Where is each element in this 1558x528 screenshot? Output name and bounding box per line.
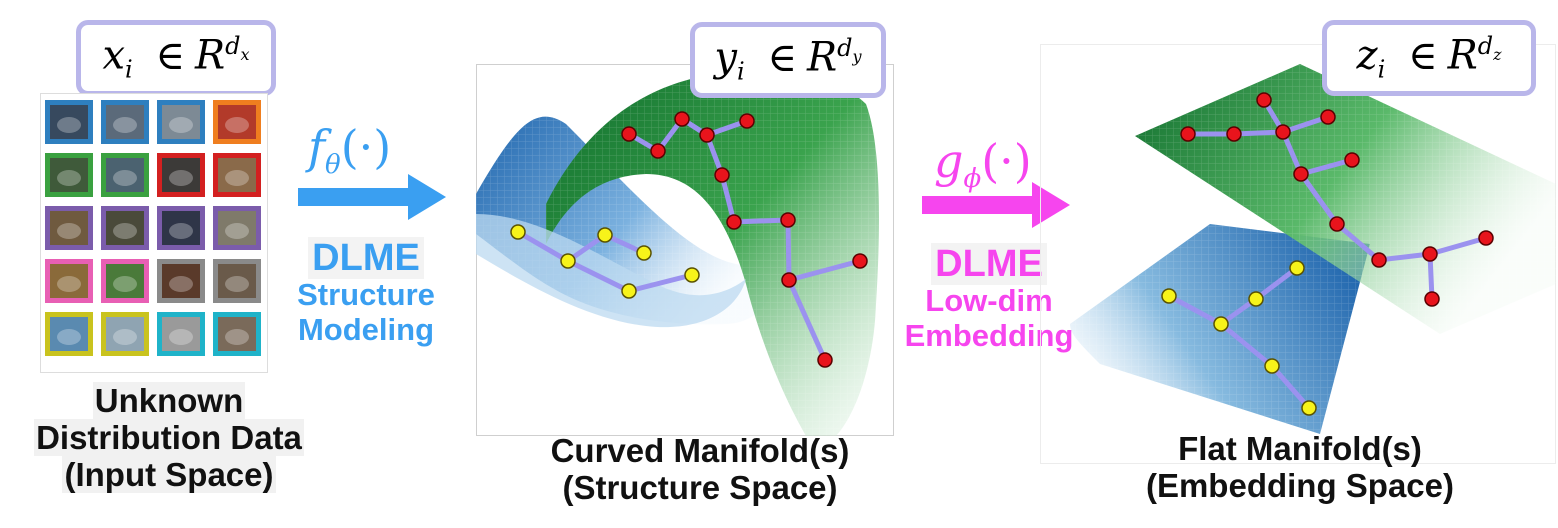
flat-manifold-graphic [1070,64,1556,434]
arrow-g [922,182,1070,228]
curved-manifold-graphic [476,71,879,436]
yellow-node [560,253,576,269]
red-node [1180,126,1196,142]
yellow-node [1248,291,1264,307]
red-node [650,143,666,159]
green-manifold-nodes [621,111,868,368]
thumbnail-subject [169,223,193,239]
yellow-node [597,227,613,243]
yellow-node [1213,316,1229,332]
red-node [1424,291,1440,307]
embedding-space-formula: zi ∈ Rdz [1322,20,1536,96]
thumbnail-image [218,158,256,192]
input-image-grid [40,93,268,373]
thumbnail-image [162,211,200,245]
red-node [699,127,715,143]
thumbnail-subject [113,170,137,186]
thumbnail-subject [57,170,81,186]
red-node [726,214,742,230]
thumbnail-subject [169,329,193,345]
red-node [1226,126,1242,142]
blue-manifold-nodes [510,224,700,299]
red-node [817,352,833,368]
thumbnail-image [50,264,88,298]
thumbnail-image [218,211,256,245]
yellow-node [684,267,700,283]
red-node [1422,246,1438,262]
yellow-node [1161,288,1177,304]
f-theta-label: fθ(·) [308,120,392,181]
thumbnail-subject [225,170,249,186]
yellow-node [1264,358,1280,374]
thumbnail-image [106,317,144,351]
red-node [714,167,730,183]
thumbnail-subject [225,117,249,133]
flat-green-nodes [1180,92,1494,307]
thumbnail-subject [225,329,249,345]
thumbnail-subject [57,276,81,292]
red-node [674,111,690,127]
thumbnail-subject [169,117,193,133]
thumbnail-image [162,158,200,192]
thumbnail-image [106,158,144,192]
red-node [1275,124,1291,140]
g-phi-label: gϕ(·) [934,134,1032,195]
thumbnail-image [162,264,200,298]
thumbnail-subject [225,223,249,239]
thumbnail-image [106,264,144,298]
thumbnail-image [106,105,144,139]
thumbnail-image [218,264,256,298]
structure-space-formula: yi ∈ Rdy [690,22,886,98]
thumbnail-subject [57,223,81,239]
thumbnail-subject [113,223,137,239]
arrow-f [298,174,446,220]
thumbnail-subject [113,276,137,292]
thumbnail-subject [57,329,81,345]
thumbnail-image [50,211,88,245]
embedding-space-caption: Flat Manifold(s) (Embedding Space) [1145,430,1455,504]
thumbnail-subject [169,276,193,292]
yellow-node [510,224,526,240]
thumbnail-image [218,317,256,351]
red-node [780,212,796,228]
thumbnail-image [106,211,144,245]
yellow-node [636,245,652,261]
red-node [1478,230,1494,246]
yellow-node [1289,260,1305,276]
thumbnail-image [162,105,200,139]
yellow-node [1301,400,1317,416]
input-space-formula: xi ∈ Rdx [76,20,276,96]
red-node [1256,92,1272,108]
red-node [1329,216,1345,232]
red-node [781,272,797,288]
thumbnail-subject [225,276,249,292]
thumbnail-image [50,105,88,139]
image-grid-svg [45,100,261,356]
red-node [1320,109,1336,125]
red-node [739,113,755,129]
red-node [1293,166,1309,182]
thumbnail-image [162,317,200,351]
red-node [852,253,868,269]
dlme-low-dim-embedding-label: DLME Low-dim Embedding [904,243,1074,353]
dlme-structure-modeling-label: DLME Structure Modeling [297,237,435,347]
structure-space-caption: Curved Manifold(s) (Structure Space) [550,432,850,506]
thumbnail-image [50,317,88,351]
thumbnail-image [50,158,88,192]
flat-blue-nodes [1161,260,1317,416]
thumbnail-subject [113,329,137,345]
thumbnail-subject [169,170,193,186]
red-node [621,126,637,142]
input-space-caption: Unknown Distribution Data (Input Space) [34,382,304,493]
thumbnail-subject [113,117,137,133]
red-node [1344,152,1360,168]
yellow-node [621,283,637,299]
red-node [1371,252,1387,268]
thumbnail-image [218,105,256,139]
thumbnail-subject [57,117,81,133]
